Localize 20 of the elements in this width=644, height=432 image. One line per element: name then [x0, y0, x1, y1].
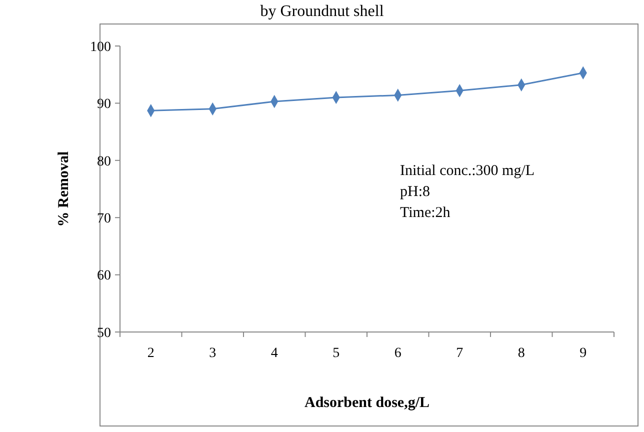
x-tick-label: 3 — [209, 346, 216, 361]
x-tick-label: 2 — [147, 346, 154, 361]
y-tick-label: 50 — [97, 326, 111, 341]
x-tick-label: 5 — [332, 346, 340, 361]
x-tick-label: 6 — [394, 346, 402, 361]
x-tick-label: 9 — [580, 346, 587, 361]
chart-title: by Groundnut shell — [260, 3, 384, 20]
x-tick-label: 4 — [270, 346, 278, 361]
y-tick-label: 70 — [97, 212, 111, 226]
x-axis-title: Adsorbent dose,g/L — [304, 395, 430, 411]
annotation: Initial conc.:300 mg/L — [400, 163, 535, 179]
y-tick-label: 90 — [97, 97, 111, 112]
x-tick-label: 8 — [518, 346, 525, 361]
y-tick-label: 100 — [90, 40, 111, 55]
y-axis-title: % Removal — [56, 151, 72, 227]
y-tick-label: 80 — [97, 154, 111, 170]
y-tick-label: 60 — [97, 268, 111, 284]
annotation: Time:2h — [400, 205, 451, 221]
x-tick-label: 7 — [456, 346, 464, 361]
annotation: pH:8 — [400, 184, 430, 200]
